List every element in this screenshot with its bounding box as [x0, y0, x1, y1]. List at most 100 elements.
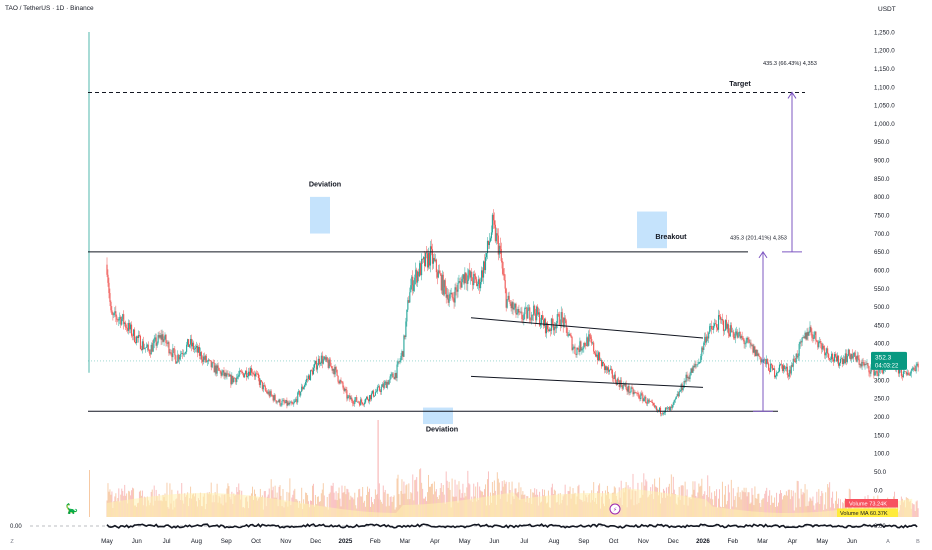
candle-body — [825, 353, 827, 356]
channel-upper-line[interactable] — [470, 317, 704, 339]
candle-body — [337, 375, 339, 382]
candle-body — [635, 392, 637, 393]
candle-body — [223, 370, 225, 377]
x-tick-label: Apr — [788, 538, 798, 545]
candle-body — [551, 318, 553, 324]
y-tick-label: 1,200.0 — [874, 48, 895, 55]
candle-body — [451, 292, 453, 298]
candle-body — [741, 336, 743, 338]
candle-body — [779, 363, 782, 365]
candle-body — [806, 332, 808, 340]
candle-body — [287, 402, 289, 406]
candle-body — [464, 272, 466, 284]
volume-bar — [756, 498, 758, 517]
candle-body — [760, 357, 762, 363]
candle-body — [590, 336, 592, 339]
candle-body — [141, 341, 143, 351]
candle-body — [708, 332, 710, 339]
candle-body — [191, 342, 194, 347]
candle-body — [115, 311, 117, 317]
candle-body — [384, 381, 386, 384]
symbol-title[interactable]: TAO / TetherUS · 1D · Binance — [5, 5, 94, 12]
deviation-bottom-highlight — [423, 407, 453, 425]
candle-body — [685, 374, 687, 382]
candle-body — [875, 371, 877, 372]
candle-body — [328, 359, 330, 368]
candle-body — [434, 259, 436, 261]
candle-body — [323, 356, 325, 360]
candle-body — [467, 275, 469, 284]
candle-body — [877, 373, 879, 377]
candle-body — [507, 295, 509, 300]
candle-body — [514, 303, 516, 308]
candle-body — [417, 271, 419, 283]
candle-body — [333, 369, 335, 375]
candle-body — [433, 257, 435, 261]
current-price-badge[interactable] — [871, 351, 907, 370]
candle-body — [114, 311, 116, 314]
candle-body — [614, 374, 616, 382]
candle-body — [182, 353, 184, 355]
candle-body — [273, 395, 275, 401]
volume-bar — [779, 490, 781, 517]
candle-body — [798, 343, 800, 356]
candle-body — [586, 337, 588, 347]
candle-body — [646, 403, 648, 404]
volume-spike-bar — [377, 420, 379, 517]
candle-body — [851, 353, 853, 359]
volume-ma-value-label: Volume MA 60.37K — [840, 511, 888, 517]
candle-body — [797, 355, 799, 358]
volume-bar — [422, 488, 424, 517]
candle-body — [238, 374, 240, 377]
candle-body — [232, 375, 234, 383]
volume-bar — [357, 497, 359, 517]
candle-body — [246, 370, 248, 378]
candle-body — [784, 368, 786, 370]
y-tick-label: 150.0 — [874, 432, 890, 439]
candle-body — [106, 264, 108, 275]
candle-body — [532, 314, 534, 316]
candle-body — [522, 318, 524, 320]
volume-bar — [757, 493, 759, 517]
volume-bar — [803, 493, 805, 517]
candle-body — [305, 381, 307, 385]
candle-body — [801, 337, 803, 343]
candle-body — [642, 394, 644, 402]
candle-body — [595, 353, 597, 357]
alert-icon[interactable] — [609, 503, 621, 515]
volume-bar — [448, 481, 450, 517]
candle-body — [846, 355, 848, 362]
candle-body — [194, 347, 197, 349]
volume-bar — [337, 493, 339, 517]
candle-body — [219, 370, 221, 372]
volume-bar — [822, 493, 824, 517]
volume-bar — [435, 489, 437, 517]
candle-body — [536, 306, 538, 321]
candle-body — [819, 340, 821, 342]
candle-body — [448, 298, 450, 303]
candle-body — [398, 361, 400, 363]
candle-body — [425, 252, 428, 254]
channel-lower-line[interactable] — [470, 375, 704, 388]
volume-bar — [727, 484, 729, 517]
candle-body — [327, 361, 329, 368]
volume-bar — [747, 492, 749, 517]
candle-body — [716, 324, 718, 328]
candle-body — [600, 359, 602, 361]
candle-body — [739, 331, 741, 339]
candle-body — [758, 353, 760, 357]
candle-body — [336, 369, 338, 376]
candle-body — [201, 359, 203, 362]
candle-body — [344, 389, 346, 391]
candle-body — [696, 364, 698, 366]
volume-bar — [366, 494, 368, 517]
candle-body — [754, 346, 756, 357]
volume-bar — [789, 499, 791, 517]
candle-body — [257, 373, 259, 378]
candle-body — [356, 397, 358, 402]
candle-body — [242, 371, 244, 374]
candle-body — [883, 369, 885, 374]
volume-bar — [809, 497, 811, 517]
candle-body — [513, 307, 515, 310]
